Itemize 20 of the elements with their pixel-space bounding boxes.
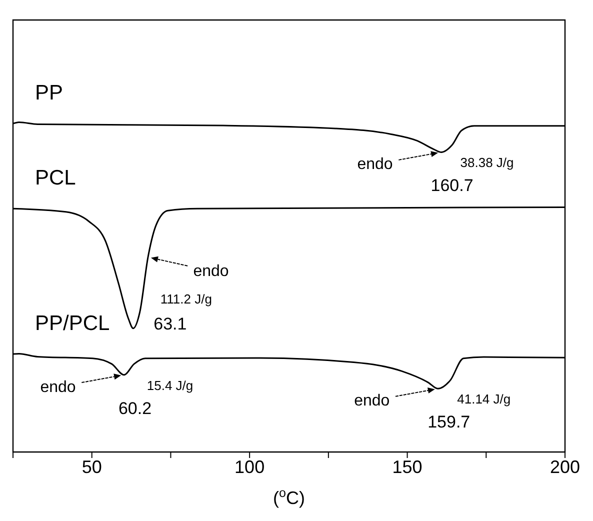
annotation: endo xyxy=(354,392,390,410)
annotation: 60.2 xyxy=(118,398,152,418)
x-axis-title: ($^{o}$C) xyxy=(272,486,306,508)
annotation: 15.4 J/g xyxy=(146,377,194,392)
annotation: 160.7 xyxy=(430,176,474,195)
annotation: endo xyxy=(357,156,393,173)
x-tick-label: 100 xyxy=(234,456,265,477)
annotation: 63.1 xyxy=(154,314,187,333)
annotation: 41.14 J/g xyxy=(457,391,511,406)
x-tick-label: 200 xyxy=(550,456,580,477)
series-label: PP/PCL xyxy=(35,312,110,336)
annotation: 38.38 J/g xyxy=(460,154,514,170)
x-tick-label: 50 xyxy=(82,456,102,477)
annotation: 159.7 xyxy=(428,412,470,432)
x-tick-label: 150 xyxy=(392,456,422,477)
annotation: 111.2 J/g xyxy=(160,290,212,306)
series-label: PCL xyxy=(35,166,76,190)
annotation: endo xyxy=(40,378,76,396)
series-label: PP xyxy=(35,82,64,105)
annotation: endo xyxy=(193,262,229,280)
